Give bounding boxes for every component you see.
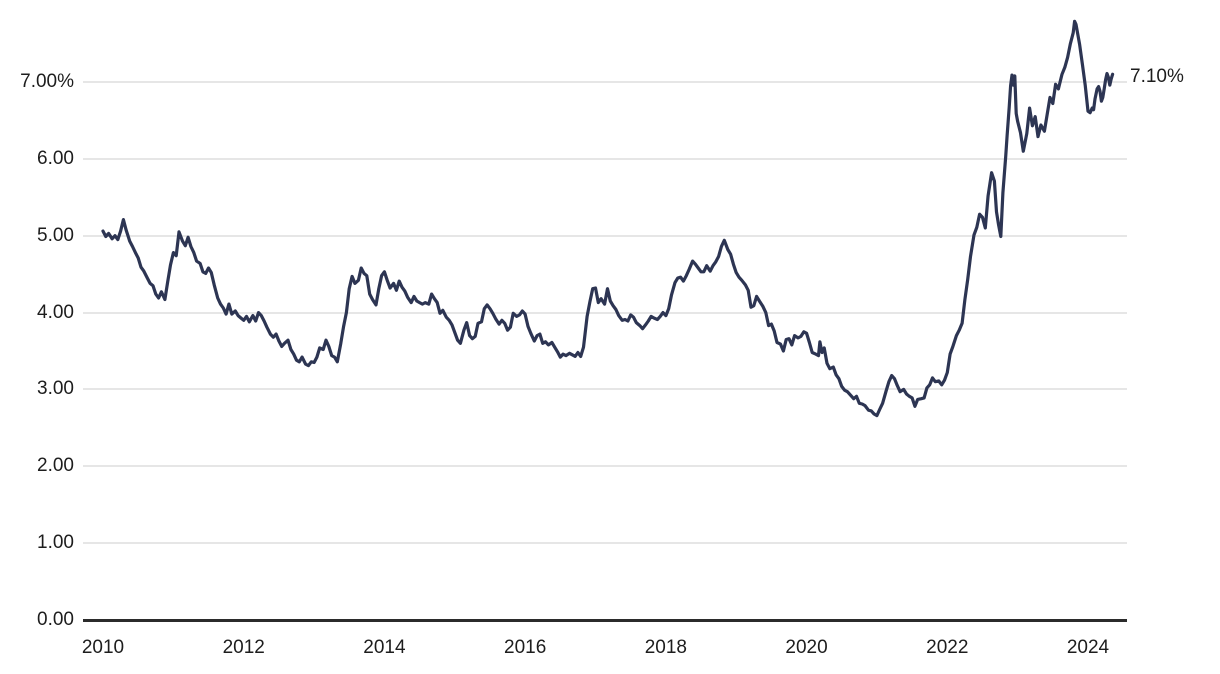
y-tick-label: 2.00 — [37, 455, 74, 477]
x-tick-label: 2024 — [1066, 637, 1110, 658]
latest-value-label: 7.10% — [1130, 66, 1184, 88]
y-tick-label: 3.00 — [37, 378, 74, 400]
y-tick-label: 6.00 — [37, 147, 74, 169]
y-tick-label: 0.00 — [37, 609, 74, 630]
gridline — [83, 388, 1127, 391]
x-tick-label: 2020 — [785, 637, 828, 658]
y-tick-label: 4.00 — [37, 301, 74, 323]
x-tick-label: 2012 — [222, 637, 265, 658]
x-tick-label: 2018 — [644, 637, 687, 658]
y-tick-label: 1.00 — [37, 532, 74, 554]
x-tick-label: 2014 — [363, 637, 406, 658]
gridline — [83, 81, 1127, 83]
x-tick-label: 2010 — [81, 637, 125, 658]
x-tick-label: 2022 — [926, 637, 969, 658]
gridline — [83, 542, 1127, 545]
y-tick-label: 7.00% — [20, 71, 74, 92]
x-tick-label: 2016 — [504, 637, 547, 658]
gridline — [83, 311, 1127, 314]
y-tick-label: 5.00 — [37, 224, 74, 246]
gridline — [83, 157, 1127, 160]
gridline — [83, 234, 1127, 237]
gridline — [83, 465, 1127, 468]
x-axis-line — [83, 619, 1127, 622]
